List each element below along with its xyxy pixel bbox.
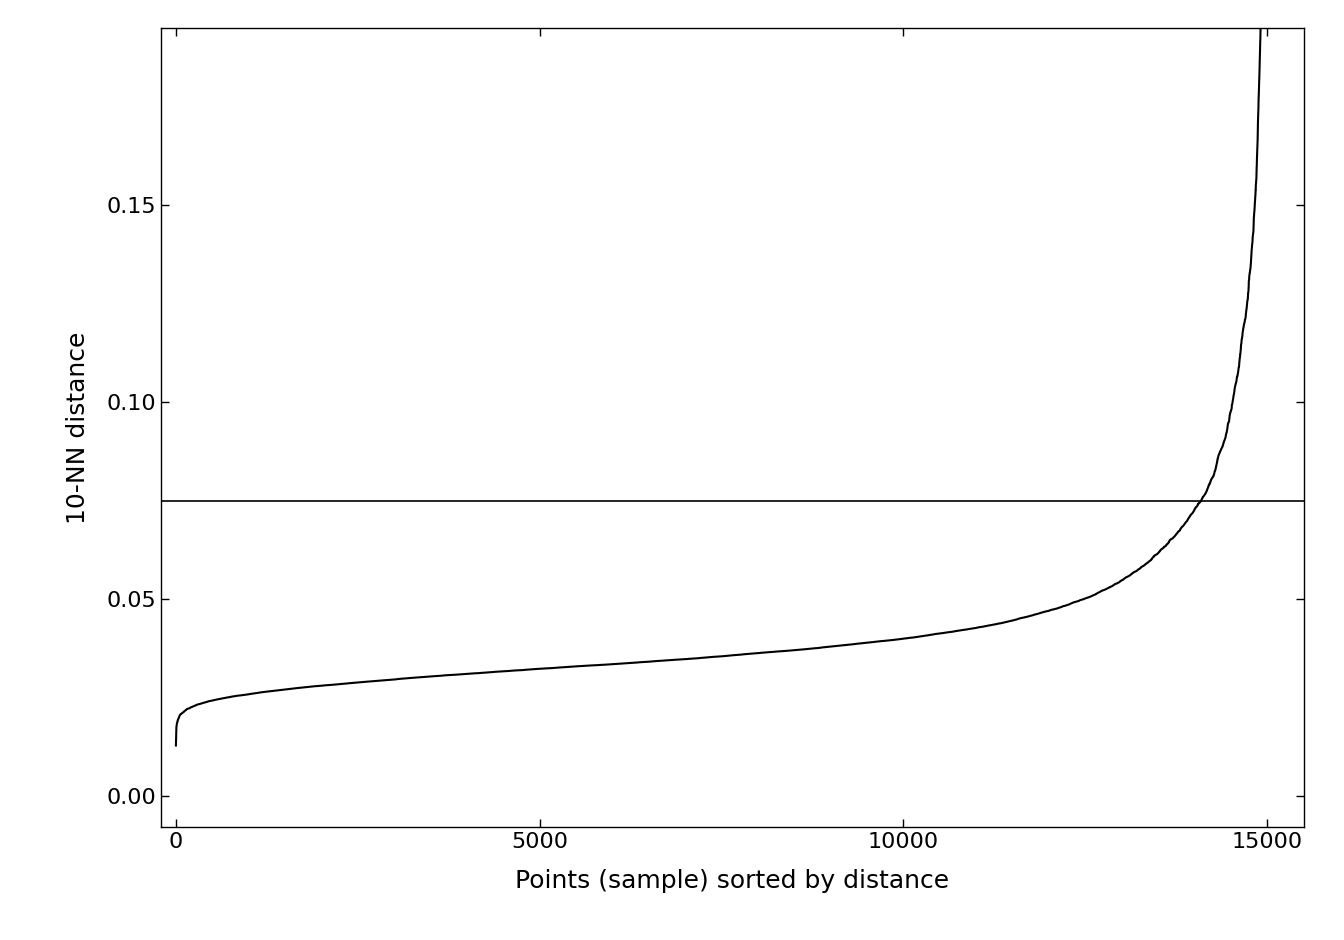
Y-axis label: 10-NN distance: 10-NN distance bbox=[66, 332, 90, 524]
X-axis label: Points (sample) sorted by distance: Points (sample) sorted by distance bbox=[515, 869, 950, 893]
